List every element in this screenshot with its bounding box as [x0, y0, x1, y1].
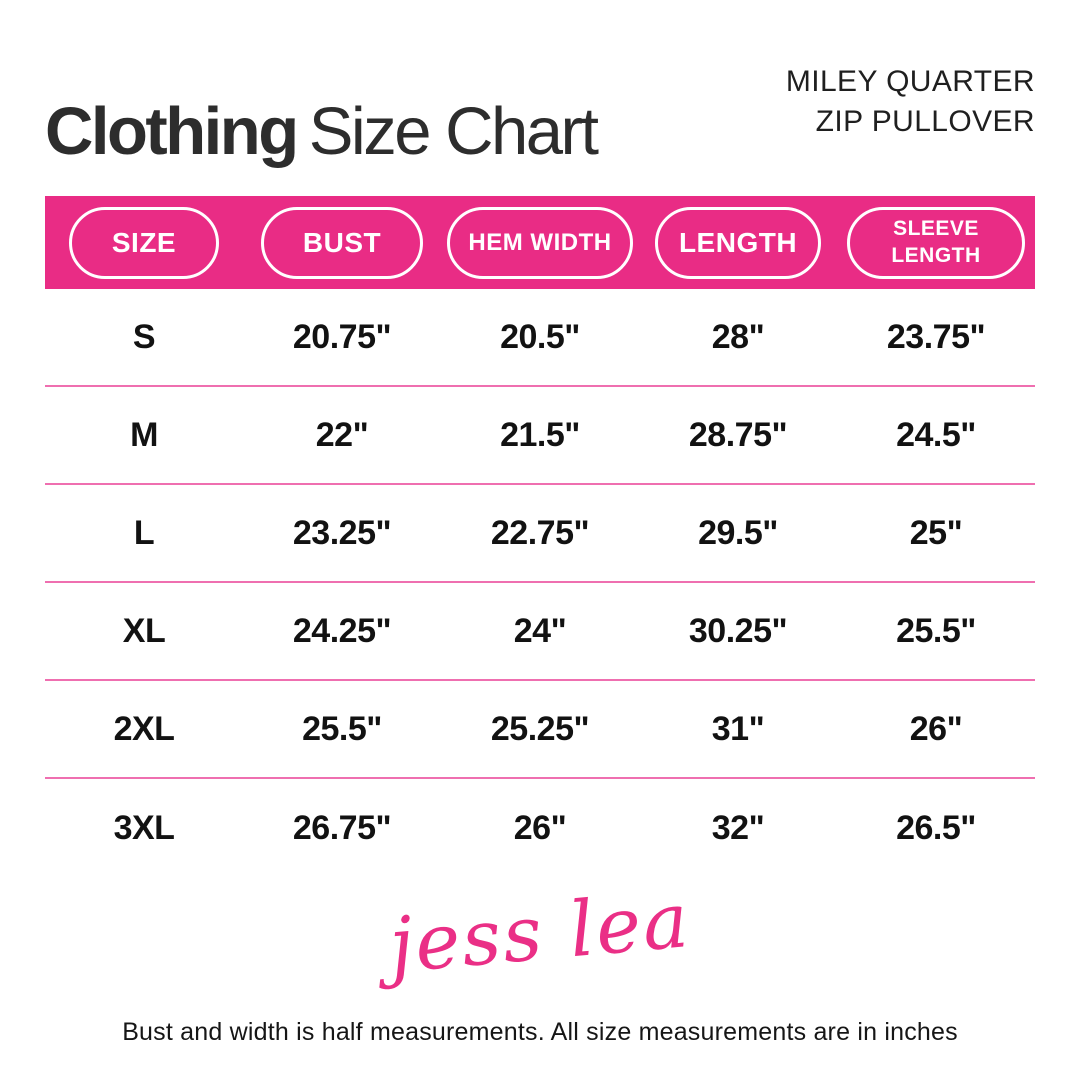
size-label: S [132, 317, 156, 356]
bust-value: 20.75" [292, 317, 392, 356]
hem-width-value: 22.75" [490, 513, 590, 552]
length-value: 30.25" [688, 611, 788, 650]
sleeve-length-value: 26.5" [896, 808, 976, 847]
hem-width-value: 21.5" [500, 415, 580, 454]
product-name-line2: ZIP PULLOVER [815, 105, 1035, 138]
bust-value: 22" [315, 415, 369, 454]
length-value: 29.5" [698, 513, 778, 552]
product-name: MILEY QUARTER ZIP PULLOVER [786, 62, 1035, 142]
column-header-size: SIZE [69, 206, 219, 279]
size-table-body: S 20.75" 20.5" 28" 23.75" M 22" 21.5" 28… [45, 289, 1035, 877]
column-header-cell-hem-width: HEM WIDTH [447, 206, 633, 279]
page-title: Clothing Size Chart [45, 93, 599, 169]
table-row-m: M 22" 21.5" 28.75" 24.5" [45, 387, 1035, 485]
size-label: 3XL [113, 808, 175, 847]
length-value: 28.75" [688, 415, 788, 454]
bust-value: 23.25" [292, 513, 392, 552]
column-header-length: LENGTH [655, 206, 821, 279]
length-value: 31" [711, 709, 765, 748]
page-title-bold: Clothing [45, 93, 299, 169]
column-header-bust: BUST [261, 206, 423, 279]
size-label: M [130, 415, 158, 454]
product-name-line1: MILEY QUARTER [785, 65, 1035, 98]
table-row-3xl: 3XL 26.75" 26" 32" 26.5" [45, 779, 1035, 877]
table-row-2xl: 2XL 25.5" 25.25" 31" 26" [45, 681, 1035, 779]
table-row-l: L 23.25" 22.75" 29.5" 25" [45, 485, 1035, 583]
page-title-regular: Size Chart [308, 93, 599, 169]
sleeve-length-value: 26" [909, 709, 963, 748]
sleeve-length-value: 25" [909, 513, 963, 552]
brand-signature-area: jess lea [0, 875, 1080, 990]
column-header-hem-width: HEM WIDTH [447, 206, 633, 279]
hem-width-value: 24" [513, 611, 567, 650]
size-label: 2XL [113, 709, 175, 748]
size-label: L [133, 513, 155, 552]
sleeve-length-value: 23.75" [886, 317, 986, 356]
bust-value: 24.25" [292, 611, 392, 650]
sleeve-length-value: 25.5" [896, 611, 976, 650]
bust-value: 25.5" [302, 709, 382, 748]
length-value: 32" [711, 808, 765, 847]
table-row-xl: XL 24.25" 24" 30.25" 25.5" [45, 583, 1035, 681]
length-value: 28" [711, 317, 765, 356]
bust-value: 26.75" [292, 808, 392, 847]
column-header-cell-sleeve-length: SLEEVE LENGTH [847, 206, 1025, 279]
sleeve-length-value: 24.5" [896, 415, 976, 454]
column-header-sleeve-length: SLEEVE LENGTH [847, 206, 1025, 279]
hem-width-value: 20.5" [500, 317, 580, 356]
column-header-cell-size: SIZE [69, 206, 219, 279]
table-header-bar: SIZE BUST HEM WIDTH LENGTH SLEEVE LENGTH [45, 196, 1035, 289]
hem-width-value: 26" [513, 808, 567, 847]
table-row-s: S 20.75" 20.5" 28" 23.75" [45, 289, 1035, 387]
brand-signature-logo: jess lea [386, 875, 694, 990]
column-header-cell-length: LENGTH [655, 206, 821, 279]
hem-width-value: 25.25" [490, 709, 590, 748]
size-label: XL [122, 611, 166, 650]
column-header-cell-bust: BUST [261, 206, 423, 279]
measurement-footnote: Bust and width is half measurements. All… [122, 1018, 958, 1046]
